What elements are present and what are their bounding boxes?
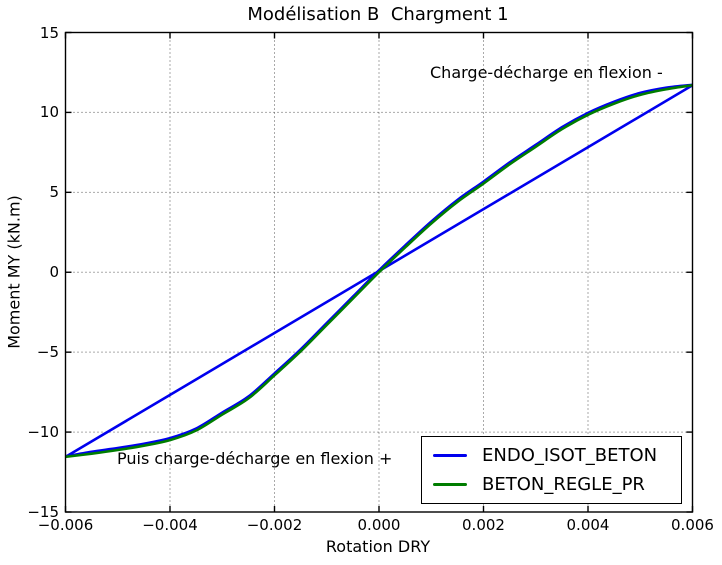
legend-entry-beton-regle-pr: BETON_REGLE_PR xyxy=(422,470,681,499)
y-tick-label: −15 xyxy=(27,503,59,521)
series-beton-regle-pr xyxy=(65,83,693,459)
y-tick-label: 0 xyxy=(49,263,59,282)
legend-entry-endo-isot-beton: ENDO_ISOT_BETON xyxy=(422,441,681,470)
x-axis-label: Rotation DRY xyxy=(325,537,431,556)
x-tick-label: 0.000 xyxy=(357,516,401,534)
annotation-charge-decharge-flexion-minus: Charge-décharge en flexion - xyxy=(430,63,663,82)
legend-label: BETON_REGLE_PR xyxy=(482,474,645,495)
y-tick-label: 15 xyxy=(39,23,59,42)
legend: ENDO_ISOT_BETON BETON_REGLE_PR xyxy=(421,436,682,504)
y-tick-label: −10 xyxy=(27,423,59,442)
legend-label: ENDO_ISOT_BETON xyxy=(482,445,658,466)
grid xyxy=(65,32,693,512)
x-tick-label: 0.004 xyxy=(566,516,610,534)
x-tick-label: −0.004 xyxy=(142,516,198,534)
x-tick-label: −0.002 xyxy=(246,516,303,534)
tick-marks xyxy=(64,31,694,513)
x-tick-label: −0.006 xyxy=(37,516,94,534)
y-tick-label: 10 xyxy=(39,103,59,122)
x-tick-label: 0.006 xyxy=(671,516,714,534)
x-tick-label: 0.002 xyxy=(462,516,505,534)
y-tick-label: 5 xyxy=(49,183,59,202)
chart-title: Modélisation B Chargment 1 xyxy=(247,4,509,25)
annotation-puis-charge-decharge-flexion-plus: Puis charge-décharge en flexion + xyxy=(117,449,393,468)
legend-line-sample-green xyxy=(433,483,467,486)
legend-line-sample-blue xyxy=(433,454,467,457)
y-tick-label: −5 xyxy=(36,343,59,362)
